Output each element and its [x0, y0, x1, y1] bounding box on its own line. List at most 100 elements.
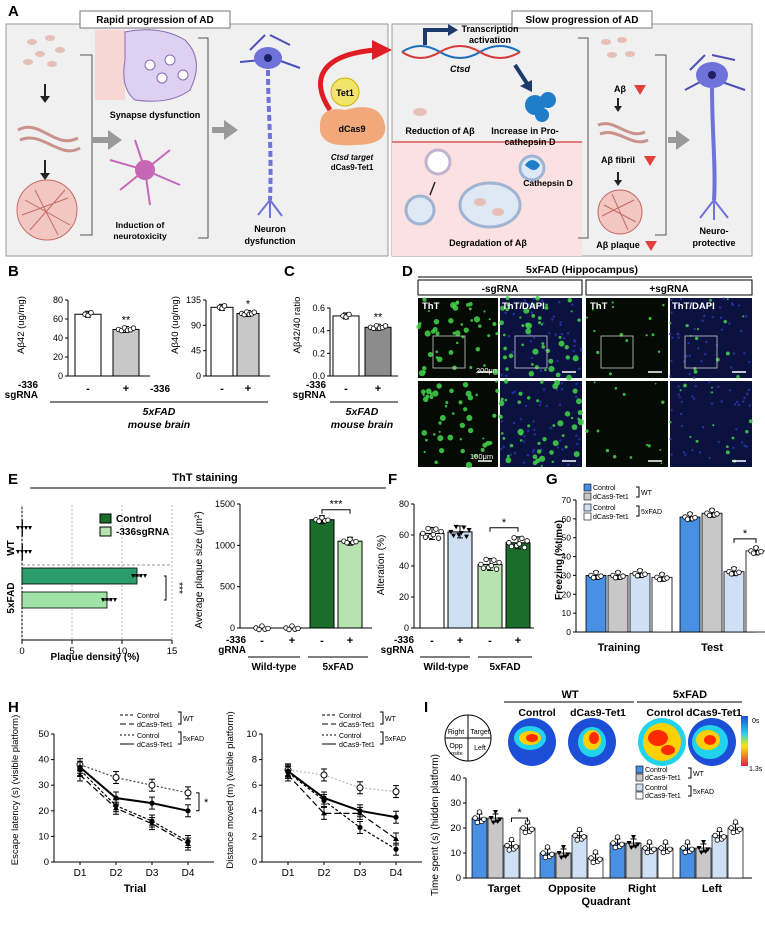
y-tick-label: 80: [399, 499, 409, 509]
zoom-box: [514, 335, 548, 369]
dapi-dot: [728, 389, 732, 392]
x-tick-label: D4: [182, 868, 195, 879]
data-point: [558, 855, 564, 860]
data-point: [20, 526, 24, 530]
dapi-dot: [730, 366, 733, 369]
plaque-dot: [660, 462, 663, 465]
group-label: 5xFAD: [489, 662, 520, 673]
data-point: [456, 532, 462, 538]
plaque-dot: [725, 445, 729, 449]
data-point: [221, 303, 228, 309]
data-point: [682, 849, 688, 856]
data-point: [598, 573, 604, 579]
plaque-dot: [605, 448, 610, 453]
dapi-dot: [532, 336, 536, 340]
data-point: [628, 845, 634, 850]
legend-label: Control: [137, 733, 160, 740]
dapi-dot: [731, 303, 734, 306]
plaque-dot: [552, 440, 559, 447]
x-tick-label: D1: [282, 868, 295, 879]
dcas9-label: dCas9: [338, 124, 365, 134]
slow-title-box: [511, 10, 653, 29]
procathepsin-icon: [525, 92, 556, 122]
heatmap-label: Control: [518, 707, 555, 719]
plaque-dot: [711, 386, 713, 389]
legend-label: -336sgRNA: [116, 527, 169, 538]
dapi-dot: [509, 453, 513, 456]
degradation-label: Degradation of Aβ: [449, 238, 527, 248]
scale-label: 0s: [752, 718, 760, 725]
data-point: [590, 859, 596, 866]
data-point: [506, 847, 512, 853]
panel-b: B Aβ42 (ug/mg) Aβ40 (ug/mg) 0 20 40 60 80 - + *…: [5, 263, 270, 431]
panel-letter: H: [8, 699, 19, 716]
y-tick-label: 90: [191, 320, 201, 330]
abeta-icon: [413, 108, 427, 116]
plaque-dot: [613, 455, 617, 459]
plaque-dot: [425, 388, 432, 395]
data-point: [644, 849, 650, 856]
dapi-dot: [743, 352, 746, 355]
plaque-dot: [517, 428, 524, 436]
slow-title: Slow progression of AD: [526, 15, 639, 26]
dapi-dot: [523, 434, 526, 438]
bar: [629, 573, 651, 633]
data-point: [425, 525, 431, 532]
plus-sgrna-label: +sgRNA: [649, 284, 688, 295]
dapi-dot: [502, 445, 506, 449]
data-point: [619, 841, 625, 848]
plaque-dot: [715, 357, 720, 362]
plaque-dot: [504, 398, 508, 402]
plaque-dot: [444, 404, 448, 408]
x-tick-label: -: [320, 635, 324, 647]
data-point: [597, 856, 603, 863]
plaque-dot: [460, 323, 464, 326]
micrograph: [586, 298, 668, 378]
data-point: [112, 774, 120, 782]
dapi-dot: [680, 424, 684, 428]
plaque-dot: [614, 386, 618, 390]
plaque-dot: [436, 383, 442, 389]
y-tick-label: 0.6: [312, 303, 325, 313]
tet1-icon: [330, 77, 360, 107]
legend-bracket: [178, 731, 182, 745]
zoom-box: [684, 335, 718, 369]
plaque-dot: [502, 333, 506, 337]
dapi-dot: [560, 332, 564, 336]
data-point: [476, 809, 483, 815]
bar: [679, 516, 701, 633]
plaque-dot: [538, 455, 546, 462]
data-point: [393, 835, 399, 841]
data-point: [588, 855, 594, 861]
bar: [505, 542, 531, 629]
y-axis-label: Escape latency (s) (visible platform): [10, 715, 21, 865]
y-tick-label: 0.4: [312, 326, 325, 336]
significance-label: *: [517, 807, 522, 819]
dapi-dot: [507, 335, 511, 338]
plaque-dot: [542, 436, 547, 442]
dapi-dot: [708, 456, 711, 460]
panel-letter: G: [546, 471, 558, 488]
plaque-dot: [712, 424, 715, 427]
plaque-dot: [531, 313, 536, 318]
legend-group: WT: [183, 716, 195, 723]
dapi-dot: [522, 461, 526, 464]
plaque-dot: [454, 330, 461, 336]
data-point: [461, 525, 467, 531]
dapi-dot: [670, 311, 673, 314]
dapi-dot: [708, 380, 711, 384]
row-label-1: -336: [306, 380, 326, 391]
plaque-dot: [558, 340, 565, 347]
plaque-dot: [532, 303, 536, 307]
data-point: [105, 598, 109, 602]
bar: [419, 532, 445, 629]
dapi-dot: [566, 332, 570, 335]
x-tick-label: Right: [628, 883, 656, 895]
dapi-dot: [545, 404, 548, 408]
legend-group: WT: [641, 490, 653, 497]
data-point: [320, 771, 328, 779]
red-arrow-head-icon: [372, 40, 392, 60]
plaque-dot: [463, 407, 468, 412]
plaque-dot: [566, 374, 572, 381]
zoom-box: [600, 335, 634, 369]
